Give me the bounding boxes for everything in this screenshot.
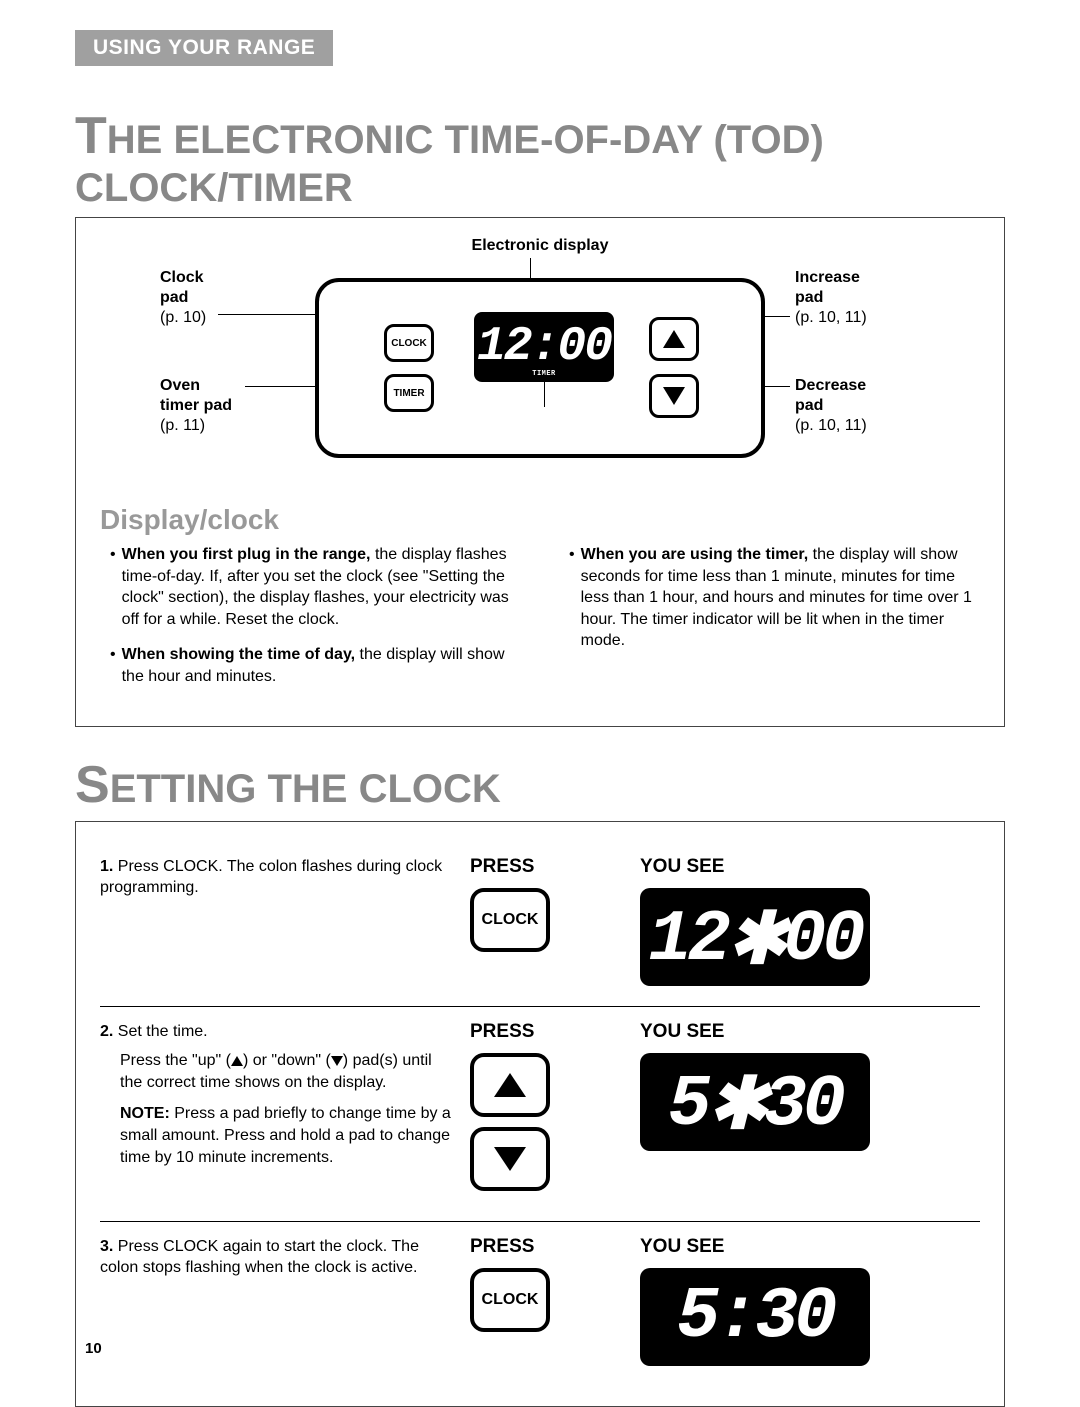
see-lcd-3: 5:30 <box>640 1268 870 1366</box>
see-header-3: YOU SEE <box>640 1236 980 1258</box>
decrease-pad-button[interactable] <box>649 374 699 418</box>
bullet-2: •When showing the time of day, the displ… <box>100 644 521 687</box>
press-header-1: PRESS <box>470 856 640 878</box>
up-icon-inline <box>231 1056 243 1066</box>
label-decrease-pad: Decreasepad(p. 10, 11) <box>795 376 867 436</box>
t1r1: HE ELECTRONIC TIME <box>107 118 540 162</box>
step-2-see: YOU SEE 5✱30 <box>640 1021 980 1201</box>
bullet-1: •When you first plug in the range, the d… <box>100 544 521 630</box>
see-header-2: YOU SEE <box>640 1021 980 1043</box>
step-2-press: PRESS <box>470 1021 640 1201</box>
press-down-button[interactable] <box>470 1127 550 1191</box>
step-2-text: 2. Set the time. Press the "up" () or "d… <box>100 1021 470 1201</box>
increase-pad-button[interactable] <box>649 317 699 361</box>
label-electronic-display: Electronic display <box>472 236 609 256</box>
press-up-button[interactable] <box>470 1053 550 1117</box>
see-lcd-1: 12✱00 <box>640 888 870 986</box>
page-title-1: THE ELECTRONIC TIME-OF-DAY (TOD) CLOCK/T… <box>75 106 1005 211</box>
step-2: 2. Set the time. Press the "up" () or "d… <box>100 1006 980 1221</box>
leader-timer-ind <box>544 382 545 407</box>
step-1-press: PRESS CLOCK <box>470 856 640 986</box>
diagram-box: Electronic display Clockpad(p. 10) Ovent… <box>75 217 1005 727</box>
step-3-text: 3. Press CLOCK again to start the clock.… <box>100 1236 470 1366</box>
press-clock-button-2[interactable]: CLOCK <box>470 1268 550 1332</box>
see-digits-3: 5:30 <box>677 1276 834 1358</box>
down-icon-big <box>494 1147 526 1171</box>
t1s: / <box>217 166 228 210</box>
step-3-see: YOU SEE 5:30 <box>640 1236 980 1366</box>
page-number: 10 <box>85 1340 102 1357</box>
clock-pad-button[interactable]: CLOCK <box>384 324 434 362</box>
subhead-display-clock: Display/clock <box>100 504 980 536</box>
t2rest: ETTING THE CLOCK <box>110 767 501 811</box>
step-1: 1. Press CLOCK. The colon flashes during… <box>100 842 980 1006</box>
control-panel: CLOCK TIMER 12:00 TIMER <box>315 278 765 458</box>
press-header-3: PRESS <box>470 1236 640 1258</box>
step-3: 3. Press CLOCK again to start the clock.… <box>100 1221 980 1386</box>
press-header-2: PRESS <box>470 1021 640 1043</box>
t1h1: - <box>540 118 553 162</box>
t1r4: TIMER <box>228 166 352 210</box>
lcd-display: 12:00 TIMER <box>474 312 614 382</box>
section-tab: USING YOUR RANGE <box>75 30 333 66</box>
lcd-digits: 12:00 <box>477 320 611 374</box>
down-icon-inline <box>331 1056 343 1066</box>
bullet-3: •When you are using the timer, the displ… <box>559 544 980 652</box>
diagram: Electronic display Clockpad(p. 10) Ovent… <box>100 236 980 496</box>
label-oven-timer: Oventimer pad(p. 11) <box>160 376 232 436</box>
step-3-press: PRESS CLOCK <box>470 1236 640 1366</box>
title1-cap: T <box>75 107 107 165</box>
step-1-text: 1. Press CLOCK. The colon flashes during… <box>100 856 470 986</box>
timer-indicator: TIMER <box>532 370 556 378</box>
see-lcd-2: 5✱30 <box>640 1053 870 1151</box>
steps-box: 1. Press CLOCK. The colon flashes during… <box>75 821 1005 1407</box>
leader-line <box>530 258 531 280</box>
see-digits-1: 12✱00 <box>648 892 861 981</box>
up-icon-big <box>494 1073 526 1097</box>
up-icon <box>663 330 685 348</box>
t2cap: S <box>75 756 110 814</box>
label-clock-pad: Clockpad(p. 10) <box>160 268 206 328</box>
col-left: •When you first plug in the range, the d… <box>100 544 521 702</box>
col-right: •When you are using the timer, the displ… <box>559 544 980 702</box>
see-digits-2: 5✱30 <box>668 1057 842 1146</box>
t1h2: - <box>609 118 622 162</box>
see-header-1: YOU SEE <box>640 856 980 878</box>
page-title-2: SETTING THE CLOCK <box>75 755 1005 815</box>
step-1-see: YOU SEE 12✱00 <box>640 856 980 986</box>
label-increase-pad: Increasepad(p. 10, 11) <box>795 268 867 328</box>
press-clock-button-1[interactable]: CLOCK <box>470 888 550 952</box>
down-icon <box>663 387 685 405</box>
t1r2: OF <box>553 118 609 162</box>
bullet-columns: •When you first plug in the range, the d… <box>100 544 980 702</box>
timer-pad-button[interactable]: TIMER <box>384 374 434 412</box>
